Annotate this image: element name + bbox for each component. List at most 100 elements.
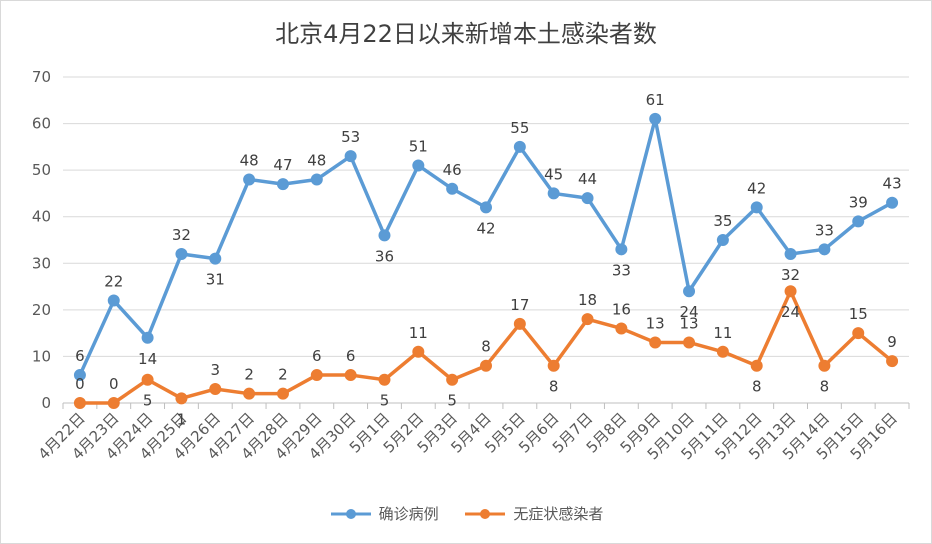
data-point bbox=[480, 201, 492, 214]
y-tick-label: 70 bbox=[32, 68, 51, 86]
data-point bbox=[412, 345, 425, 358]
data-point bbox=[818, 243, 831, 256]
data-point bbox=[581, 192, 594, 205]
data-point bbox=[581, 313, 594, 326]
data-label: 53 bbox=[341, 128, 360, 146]
data-point bbox=[276, 178, 289, 191]
data-label: 6 bbox=[346, 347, 356, 365]
data-point bbox=[209, 383, 222, 396]
data-label: 1 bbox=[177, 410, 187, 428]
data-label: 11 bbox=[713, 324, 732, 342]
y-tick-label: 40 bbox=[32, 208, 51, 226]
data-point bbox=[141, 373, 154, 386]
data-point bbox=[716, 234, 729, 246]
data-label: 8 bbox=[481, 338, 491, 356]
data-label: 32 bbox=[781, 266, 800, 284]
data-point bbox=[716, 345, 729, 358]
data-label: 33 bbox=[815, 221, 834, 239]
data-point bbox=[547, 359, 560, 372]
data-point bbox=[73, 397, 86, 409]
data-point bbox=[412, 159, 425, 172]
legend-label-asymptomatic: 无症状感染者 bbox=[513, 505, 604, 523]
data-label: 45 bbox=[544, 165, 563, 183]
data-label: 33 bbox=[612, 261, 631, 279]
data-point bbox=[310, 173, 323, 186]
data-label: 17 bbox=[510, 296, 529, 314]
data-label: 42 bbox=[747, 179, 766, 197]
data-label: 13 bbox=[679, 314, 698, 332]
data-label: 0 bbox=[75, 375, 85, 393]
data-label: 24 bbox=[781, 303, 800, 321]
series-group bbox=[73, 112, 899, 409]
data-label: 61 bbox=[646, 91, 665, 109]
data-point bbox=[886, 355, 899, 368]
data-label: 2 bbox=[278, 366, 288, 384]
y-tick-label: 10 bbox=[32, 347, 51, 365]
legend-item-asymptomatic: 无症状感染者 bbox=[463, 503, 603, 524]
data-point bbox=[141, 331, 154, 344]
data-label: 44 bbox=[578, 170, 597, 188]
data-point bbox=[750, 359, 763, 372]
grid-lines bbox=[63, 76, 909, 357]
data-label: 46 bbox=[443, 161, 462, 179]
data-label: 6 bbox=[312, 347, 322, 365]
data-label: 0 bbox=[109, 375, 119, 393]
data-label: 48 bbox=[307, 151, 326, 169]
y-tick-label: 0 bbox=[41, 394, 51, 412]
x-axis: 4月22日4月23日4月24日4月25日4月26日4月27日4月28日4月29日… bbox=[35, 402, 910, 463]
data-label: 8 bbox=[820, 378, 830, 396]
data-label: 39 bbox=[849, 193, 868, 211]
data-point bbox=[175, 247, 188, 260]
y-axis: 0 10 20 30 40 50 60 70 bbox=[32, 68, 51, 412]
data-point bbox=[344, 369, 357, 382]
data-point bbox=[852, 215, 865, 228]
data-point bbox=[243, 387, 256, 400]
data-point bbox=[209, 252, 222, 265]
data-label: 48 bbox=[240, 151, 259, 169]
data-point bbox=[784, 285, 797, 298]
data-label: 55 bbox=[510, 119, 529, 137]
data-label: 51 bbox=[409, 137, 428, 155]
data-point bbox=[480, 359, 492, 372]
data-label: 47 bbox=[273, 156, 292, 174]
data-label: 6 bbox=[75, 347, 85, 365]
data-label: 42 bbox=[476, 219, 495, 237]
data-point bbox=[683, 336, 696, 349]
data-point bbox=[344, 150, 357, 163]
data-point bbox=[310, 369, 323, 382]
data-point bbox=[378, 229, 391, 242]
data-label: 35 bbox=[713, 212, 732, 230]
data-point bbox=[818, 359, 831, 372]
legend-swatch-asymptomatic bbox=[465, 508, 506, 519]
data-point bbox=[175, 392, 188, 405]
y-tick-label: 60 bbox=[32, 115, 51, 133]
data-label: 43 bbox=[883, 175, 902, 193]
data-point bbox=[513, 140, 526, 153]
legend-item-confirmed: 确诊病例 bbox=[329, 503, 439, 524]
data-point bbox=[547, 187, 560, 200]
data-point bbox=[243, 173, 256, 186]
data-label: 16 bbox=[612, 300, 631, 318]
data-label: 8 bbox=[549, 378, 559, 396]
data-label: 8 bbox=[752, 378, 762, 396]
data-point bbox=[784, 247, 797, 260]
data-label: 9 bbox=[887, 333, 897, 351]
data-point bbox=[649, 336, 662, 349]
data-point bbox=[73, 369, 86, 382]
data-point bbox=[107, 397, 120, 409]
chart-title: 北京4月22日以来新增本土感染者数 bbox=[275, 20, 657, 48]
data-label: 5 bbox=[380, 392, 390, 410]
data-label: 31 bbox=[206, 271, 225, 289]
y-tick-label: 50 bbox=[32, 161, 51, 179]
data-point bbox=[615, 322, 628, 335]
data-point bbox=[107, 294, 120, 307]
data-point bbox=[513, 317, 526, 330]
data-point bbox=[615, 243, 628, 256]
legend: 确诊病例 无症状感染者 bbox=[0, 503, 932, 525]
y-tick-label: 20 bbox=[32, 301, 51, 319]
data-point bbox=[750, 201, 763, 214]
data-label: 32 bbox=[172, 226, 191, 244]
data-label: 14 bbox=[138, 350, 157, 368]
